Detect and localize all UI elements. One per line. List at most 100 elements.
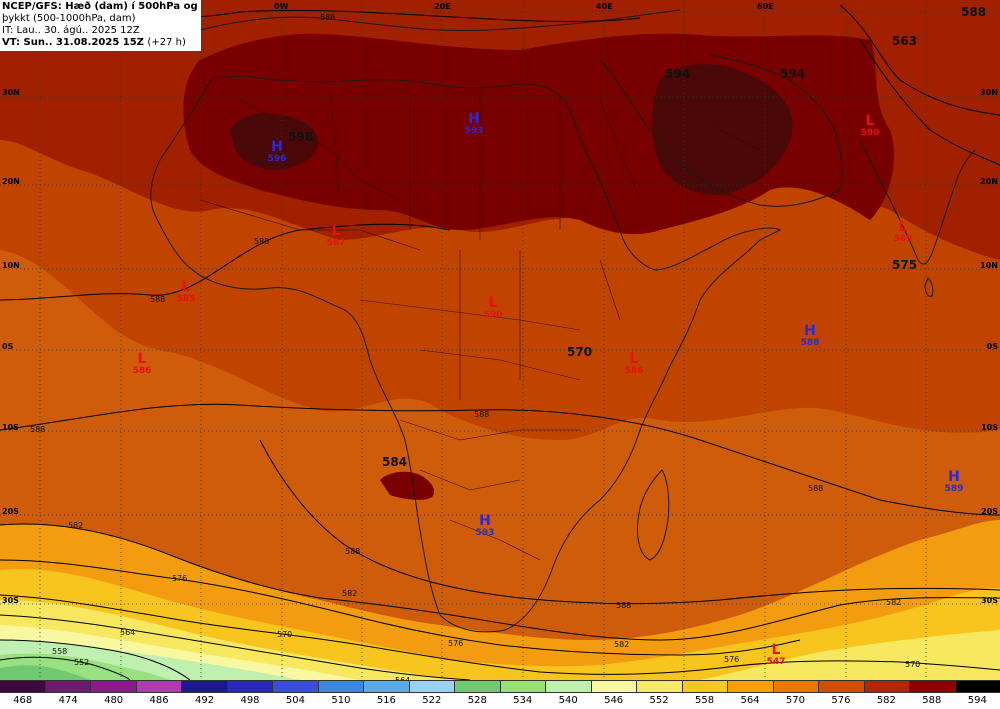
colorbar-swatch xyxy=(864,681,910,692)
country-borders xyxy=(199,69,761,561)
lat-label: 30S xyxy=(2,596,19,605)
contour-label-small: 582 xyxy=(614,640,630,649)
contour-label-small: 588 xyxy=(254,237,270,246)
colorbar-swatch xyxy=(0,681,46,692)
lon-label: 60E xyxy=(757,2,774,11)
pressure-value: 585 xyxy=(176,294,196,304)
colorbar-swatch xyxy=(500,681,546,692)
pressure-letter: H xyxy=(804,323,816,339)
lat-label: 30N xyxy=(980,88,998,97)
contour-label-small: 558 xyxy=(52,647,68,656)
lat-label: 0S xyxy=(2,342,14,351)
colorbar-swatch xyxy=(955,681,1000,692)
colorbar-tick-label: 510 xyxy=(331,695,351,706)
contour-label-small: 576 xyxy=(172,574,188,583)
pressure-letter: H xyxy=(479,513,491,529)
lat-label: 20S xyxy=(2,507,19,516)
lon-label: 40E xyxy=(596,2,613,11)
high-pressure-marker: H 588 xyxy=(801,324,820,348)
low-pressure-marker: L 547 xyxy=(767,643,786,667)
high-pressure-marker: H 593 xyxy=(476,514,495,538)
colorbar-tick-label: 522 xyxy=(422,695,442,706)
lat-label: 20N xyxy=(980,177,998,186)
lat-label: 30S xyxy=(981,596,998,605)
contour-label-small: 570 xyxy=(277,630,293,639)
lat-label: 10S xyxy=(981,423,998,432)
contour-label: 594 xyxy=(780,67,806,81)
pressure-value: 586 xyxy=(624,366,644,376)
colorbar-tick-label: 468 xyxy=(13,695,33,706)
colorbar-swatch xyxy=(773,681,819,692)
pressure-letter: L xyxy=(898,219,908,235)
header-line4: VT: Sun.. 31.08.2025 15Z xyxy=(2,37,144,48)
contour-label-small: 588 xyxy=(616,601,632,610)
map-canvas xyxy=(0,0,1000,680)
header-line4-suffix: (+27 h) xyxy=(147,37,186,48)
contour-east-1 xyxy=(839,4,1000,116)
contour-576 xyxy=(0,559,801,656)
colorbar-tick-label: 588 xyxy=(922,695,942,706)
pressure-letter: L xyxy=(865,113,875,129)
pressure-letter: L xyxy=(488,295,498,311)
pressure-value: 593 xyxy=(475,528,495,538)
thickness-528-band xyxy=(0,665,90,680)
contour-east-2 xyxy=(859,39,1000,166)
contour-label-small: 576 xyxy=(724,655,740,664)
colorbar-swatch xyxy=(136,681,182,692)
colorbar-tick-label: 552 xyxy=(649,695,669,706)
colorbar-tick-label: 528 xyxy=(467,695,487,706)
contour-582 xyxy=(0,523,1000,641)
contour-564 xyxy=(0,614,471,680)
contour-label-small: 588 xyxy=(30,425,46,434)
colorbar-swatch xyxy=(591,681,637,692)
lon-label: 20E xyxy=(434,2,451,11)
contour-588-equator xyxy=(0,403,1000,516)
lat-label: 20N xyxy=(2,177,20,186)
colorbar-tick-label: 570 xyxy=(785,695,805,706)
colorbar-swatch xyxy=(455,681,501,692)
thickness-552-band-east xyxy=(700,630,1000,680)
low-pressure-marker: L 586 xyxy=(133,352,152,376)
low-pressure-marker: L 586 xyxy=(625,352,644,376)
colorbar-swatch xyxy=(364,681,410,692)
high-pressure-marker: H 596 xyxy=(268,140,287,164)
thickness-588-spot-namibia xyxy=(380,471,435,500)
colorbar-tick-label: 504 xyxy=(285,695,305,706)
contour-label: 594 xyxy=(665,67,691,81)
pressure-letter: L xyxy=(331,223,341,239)
contour-label-small: 564 xyxy=(395,676,410,680)
low-pressure-marker: L 589 xyxy=(894,220,913,244)
pressure-letter: L xyxy=(137,351,147,367)
high-pressure-marker: H 593 xyxy=(465,112,484,136)
colorbar-tick-label: 582 xyxy=(876,695,896,706)
lat-label: 10N xyxy=(2,261,20,270)
contour-label-small: 588 xyxy=(345,547,361,556)
colorbar-swatch xyxy=(910,681,956,692)
contour-label: 588 xyxy=(961,5,987,19)
colorbar-tick-label: 492 xyxy=(194,695,215,706)
contour-label-small: 582 xyxy=(886,598,902,607)
africa-coastline xyxy=(150,75,782,633)
contour-label-small: 582 xyxy=(342,589,358,598)
pressure-value: 593 xyxy=(464,126,484,136)
colorbar-tick-label: 534 xyxy=(513,695,533,706)
pressure-letter: L xyxy=(629,351,639,367)
colorbar-swatch xyxy=(409,681,455,692)
colorbar-swatch xyxy=(318,681,364,692)
colorbar: 468 474 480 486 492 498 504 510 516 522 528 534 540 5… xyxy=(0,680,1000,709)
header-line1: NCEP/GFS: Hæð (dam) í 500hPa og xyxy=(2,1,198,12)
pressure-letter: H xyxy=(948,469,960,485)
contour-label-small: 588 xyxy=(474,410,490,419)
thickness-594-spot-sahara xyxy=(230,113,319,171)
contour-label-small: 576 xyxy=(448,639,464,648)
contour-label-small: 588 xyxy=(320,13,336,22)
pressure-value: 590 xyxy=(860,128,880,138)
height-contours xyxy=(0,4,1000,680)
colorbar-swatches xyxy=(0,680,1000,693)
lat-label: 10S xyxy=(2,423,19,432)
india-coastline xyxy=(859,139,976,265)
colorbar-tick-label: 474 xyxy=(58,695,78,706)
contour-label: 584 xyxy=(382,455,408,469)
pressure-letter: H xyxy=(468,111,480,127)
lat-label: 10N xyxy=(980,261,998,270)
